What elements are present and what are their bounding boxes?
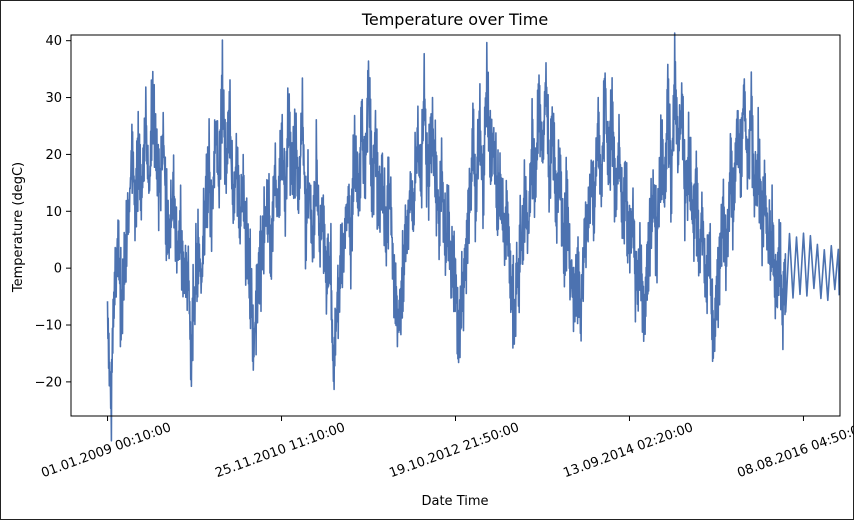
x-tick-label: 08.08.2016 04:50:00: [735, 420, 854, 481]
y-tick-label: −10: [35, 319, 62, 334]
plot-area: [70, 32, 841, 442]
x-axis-label: Date Time: [421, 494, 488, 509]
y-axis-label: Temperature (degC): [11, 162, 26, 293]
x-tick-label: 19.10.2012 21:50:00: [387, 420, 521, 481]
x-tick-label: 13.09.2014 02:20:00: [561, 420, 695, 481]
x-axis: 01.01.2009 00:10:00 25.11.2010 11:10:00 19…: [39, 416, 854, 481]
x-tick-label: 25.11.2010 11:10:00: [213, 420, 347, 481]
y-tick-label: 20: [45, 148, 62, 163]
x-tick-label: 01.01.2009 00:10:00: [39, 420, 173, 481]
y-tick-label: −20: [35, 375, 62, 390]
series-line: [106, 32, 840, 442]
y-tick-label: 30: [45, 91, 62, 106]
y-tick-label: 10: [45, 205, 62, 220]
y-tick-label: 0: [54, 262, 62, 277]
chart-title: Temperature over Time: [361, 10, 548, 29]
y-tick-label: 40: [45, 34, 62, 49]
y-axis: −20 −10 0 10 20 30 40: [35, 34, 71, 390]
